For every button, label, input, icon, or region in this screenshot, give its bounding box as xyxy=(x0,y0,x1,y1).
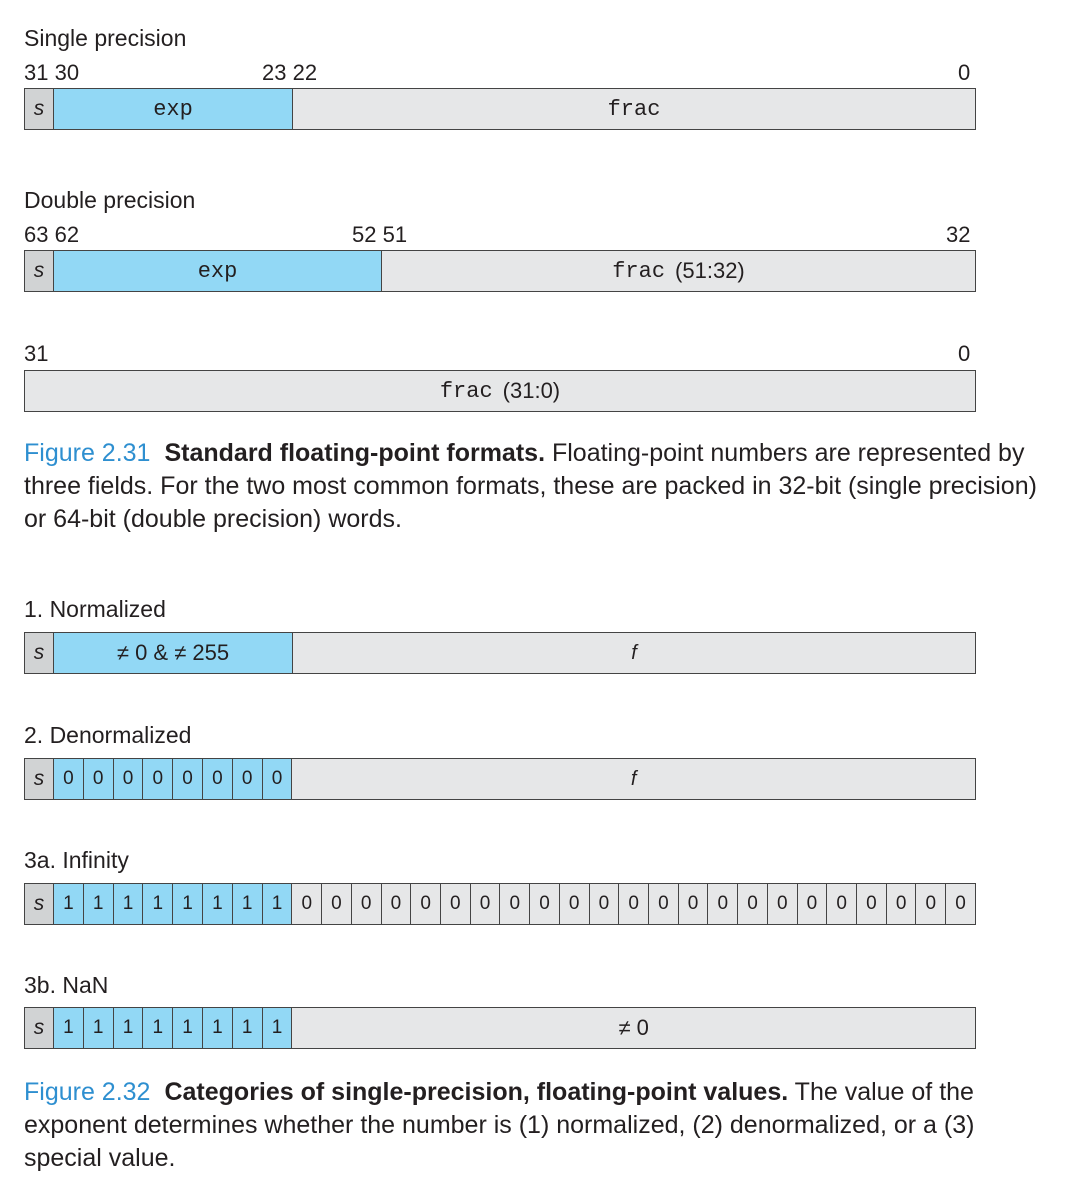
double-bit-52-51: 52 51 xyxy=(352,222,408,247)
nan-title: 3b. NaN xyxy=(24,972,109,998)
double-bit-32: 32 xyxy=(946,222,971,247)
exp-bit: 1 xyxy=(143,1008,174,1048)
frac-high-range: (51:32) xyxy=(675,258,745,283)
frac-bit: 0 xyxy=(738,884,768,924)
exp-bit: 1 xyxy=(173,1008,203,1048)
single-precision-title: Single precision xyxy=(24,25,187,51)
sign-field: s xyxy=(25,759,54,799)
frac-bit: 0 xyxy=(411,884,441,924)
exp-bit: 0 xyxy=(143,759,174,799)
exp-bit: 1 xyxy=(232,1008,263,1048)
frac-bit: 0 xyxy=(916,884,947,924)
exp-bit: 1 xyxy=(113,1008,144,1048)
sign-field: s xyxy=(25,1008,54,1048)
frac-low-field: frac (31:0) xyxy=(25,371,975,411)
exp-field: exp xyxy=(54,89,293,129)
frac-bit: 0 xyxy=(292,884,323,924)
figure-number: Figure 2.32 xyxy=(24,1078,151,1106)
frac-bit: 0 xyxy=(797,884,828,924)
double-precision-high-word: s exp frac (51:32) xyxy=(24,250,976,292)
frac-bit: 0 xyxy=(500,884,531,924)
frac-high-code: frac xyxy=(612,258,666,284)
double-precision-low-word: frac (31:0) xyxy=(24,370,976,412)
frac-field: frac xyxy=(293,89,975,129)
exp-bit: 1 xyxy=(232,884,263,924)
frac-bit: 0 xyxy=(767,884,798,924)
sign-field: s xyxy=(25,884,54,924)
frac-bit: 0 xyxy=(440,884,471,924)
exp-bit: 0 xyxy=(83,759,114,799)
single-bit-31-30: 31 30 xyxy=(24,60,80,85)
frac-bit: 0 xyxy=(708,884,739,924)
frac-high-field: frac (51:32) xyxy=(382,251,975,291)
frac-bit: 0 xyxy=(470,884,501,924)
frac-field: f xyxy=(293,633,975,673)
double-bit-63-62: 63 62 xyxy=(24,222,80,247)
figure-title: Categories of single-precision, floating… xyxy=(164,1078,789,1106)
frac-field: f xyxy=(292,759,975,799)
exp-bit: 1 xyxy=(173,884,203,924)
exp-bit: 0 xyxy=(262,759,293,799)
figure-2-31-caption: Figure 2.31 Standard floating-point forma… xyxy=(24,437,1059,536)
exp-bit: 1 xyxy=(113,884,144,924)
figure-title: Standard floating-point formats. xyxy=(164,439,546,467)
exp-bit: 1 xyxy=(54,884,84,924)
exp-bit: 1 xyxy=(83,884,114,924)
frac-bit: 0 xyxy=(619,884,649,924)
exp-bit: 0 xyxy=(54,759,84,799)
frac-bit: 0 xyxy=(559,884,590,924)
exp-bit: 1 xyxy=(202,1008,233,1048)
exp-bit: 0 xyxy=(232,759,263,799)
double-precision-title: Double precision xyxy=(24,187,196,213)
frac-bit: 0 xyxy=(886,884,917,924)
exp-bit: 1 xyxy=(83,1008,114,1048)
exp-bit: 0 xyxy=(113,759,144,799)
frac-bit: 0 xyxy=(589,884,620,924)
frac-bit: 0 xyxy=(530,884,560,924)
single-bit-0: 0 xyxy=(958,60,971,85)
frac-bit: 0 xyxy=(649,884,679,924)
frac-bit: 0 xyxy=(857,884,887,924)
figure-number: Figure 2.31 xyxy=(24,439,151,467)
exp-bit: 0 xyxy=(202,759,233,799)
exp-bit: 0 xyxy=(173,759,203,799)
single-precision-layout: s exp frac xyxy=(24,88,976,130)
frac-bit: 0 xyxy=(322,884,352,924)
infinity-title: 3a. Infinity xyxy=(24,847,129,873)
exp-bit: 1 xyxy=(202,884,233,924)
single-bit-23-22: 23 22 xyxy=(262,60,318,85)
frac-field: ≠ 0 xyxy=(292,1008,975,1048)
figure-text: Floating-point numbers are represented b… xyxy=(24,439,1037,533)
frac-low-code: frac xyxy=(439,378,493,404)
denormalized-title: 2. Denormalized xyxy=(24,722,192,748)
figure-2-32-caption: Figure 2.32 Categories of single-precisio… xyxy=(24,1076,1059,1175)
frac-bit: 0 xyxy=(827,884,858,924)
frac-low-range: (31:0) xyxy=(502,378,561,403)
exp-bit: 1 xyxy=(262,1008,293,1048)
figure-text: The value of the exponent determines whe… xyxy=(24,1078,975,1172)
sign-field: s xyxy=(25,251,54,291)
exp-field: ≠ 0 & ≠ 255 xyxy=(54,633,293,673)
sign-field: s xyxy=(25,633,54,673)
double-low-bit-0: 0 xyxy=(958,341,971,366)
normalized-title: 1. Normalized xyxy=(24,596,166,622)
exp-field: exp xyxy=(54,251,382,291)
exp-bit: 1 xyxy=(143,884,174,924)
exp-bit: 1 xyxy=(262,884,293,924)
frac-bit: 0 xyxy=(351,884,382,924)
frac-bit: 0 xyxy=(381,884,412,924)
normalized-layout: s ≠ 0 & ≠ 255 f xyxy=(24,632,976,674)
frac-bit: 0 xyxy=(678,884,709,924)
sign-field: s xyxy=(25,89,54,129)
frac-bit: 0 xyxy=(946,884,975,924)
exp-bit: 1 xyxy=(54,1008,84,1048)
double-low-bit-31: 31 xyxy=(24,341,49,366)
